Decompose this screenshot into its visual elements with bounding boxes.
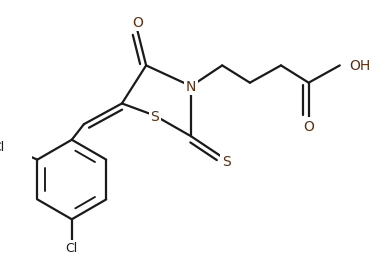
Text: S: S [222,155,231,168]
Text: N: N [186,80,196,94]
Text: Cl: Cl [0,140,5,153]
Text: O: O [303,119,314,133]
Text: Cl: Cl [66,242,78,254]
Text: O: O [132,16,143,30]
Text: OH: OH [349,59,371,73]
Text: S: S [150,109,159,123]
